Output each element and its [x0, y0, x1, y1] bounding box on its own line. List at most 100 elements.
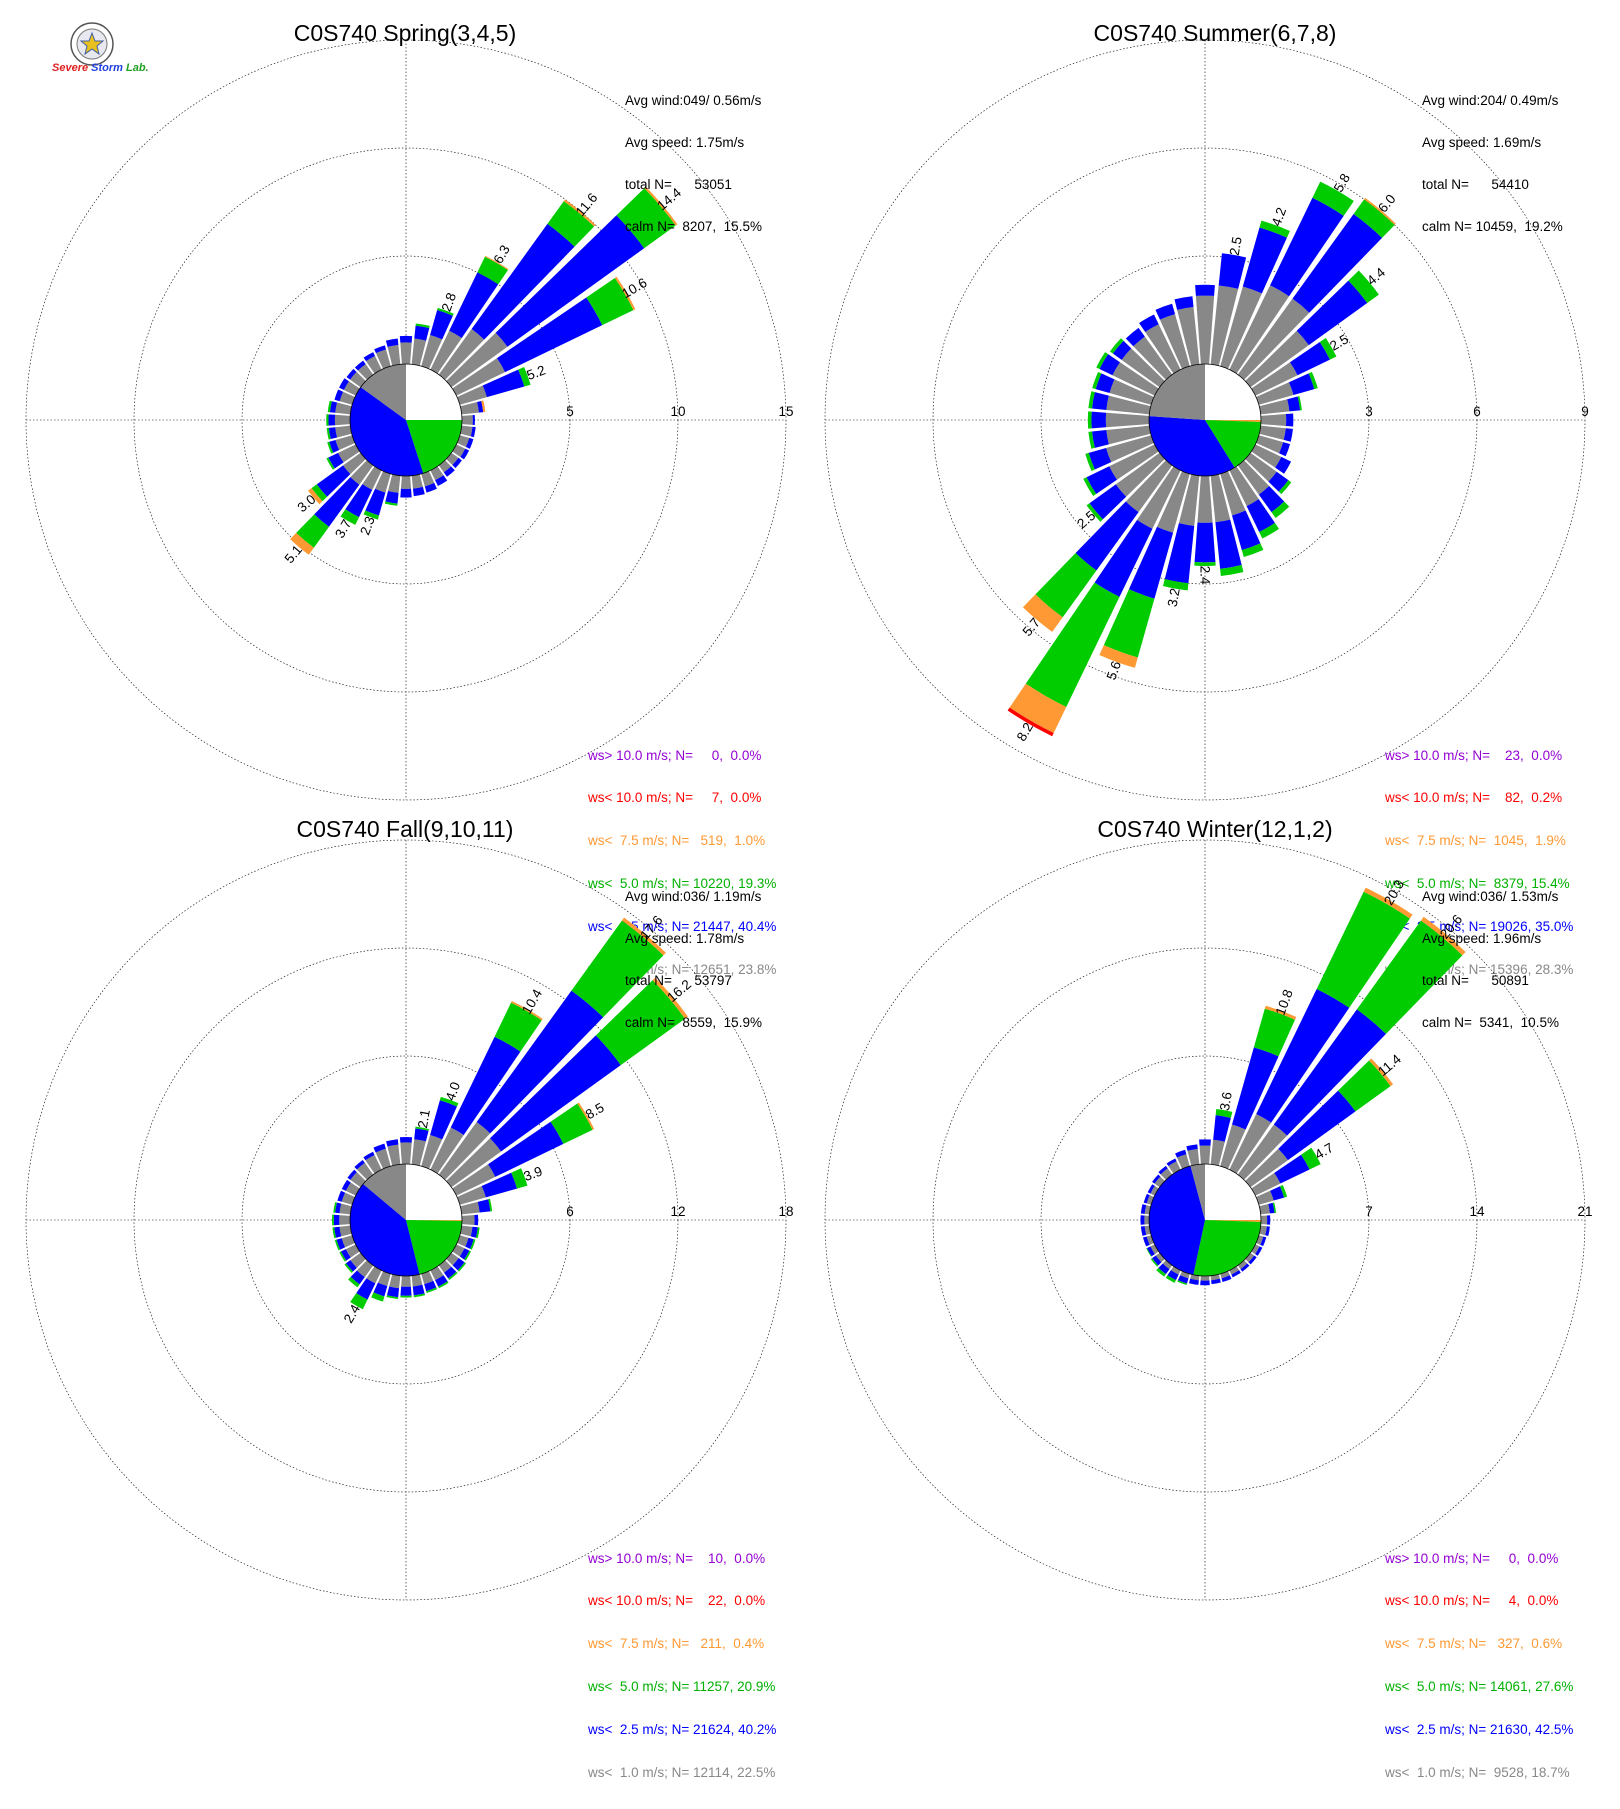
- bar-segment-blue: [328, 452, 344, 469]
- panel-spring: 2.8 6.3 11.6 14.4 10.6 5.2 2.3 3.7 5.1 3.0 5 10 15 C…: [0, 0, 810, 977]
- bar-segment-blue: [1221, 1275, 1232, 1283]
- bar-segment-green: [464, 1250, 471, 1261]
- bar-segment-gray: [1251, 1172, 1281, 1196]
- bar-segment-orange: [290, 532, 314, 555]
- bar-segment-gray: [1154, 1176, 1165, 1188]
- bar-segment-gray: [1162, 1260, 1173, 1270]
- bar-segment-gray: [1251, 444, 1282, 468]
- calm-circle: [1148, 363, 1262, 477]
- bar-segment-green: [1150, 1258, 1159, 1267]
- spoke-80: [1259, 396, 1302, 415]
- spoke-160: [421, 471, 437, 493]
- total-n: total N= 53797: [625, 973, 732, 988]
- bar-segment-orange: [1099, 645, 1138, 668]
- bar-segment-green: [1316, 891, 1410, 1008]
- bar-segment-blue: [350, 1270, 365, 1285]
- bar-segment-green: [311, 484, 328, 502]
- spoke-50: [446, 977, 688, 1188]
- spoke-40: [1237, 197, 1396, 380]
- bar-segment-blue: [1089, 484, 1127, 520]
- bar-segment-gray: [446, 1138, 502, 1188]
- bar-segment-gray: [421, 334, 443, 369]
- bar-segment-gray: [339, 1215, 351, 1225]
- ring-1: [1040, 1055, 1370, 1385]
- bar-segment-green: [571, 920, 664, 1018]
- bar-segment-blue: [400, 488, 412, 498]
- panel-summer: 2.5 4.2 5.8 6.0 4.4 2.5 2.4 3.2 5.6 8.2 5.7 2.5 3 6 9 …: [810, 0, 1620, 977]
- bar-segment-blue: [374, 345, 387, 354]
- spoke-290: [1143, 1193, 1154, 1205]
- logo-text: Severe Storm Lab.: [52, 62, 149, 74]
- bar-segment-blue: [412, 1284, 425, 1296]
- bar-segment-green: [477, 256, 508, 285]
- spoke-10: [1210, 253, 1247, 366]
- bar-segment-blue: [346, 368, 357, 380]
- bar-segment-blue: [1255, 1246, 1263, 1256]
- bar-segment-blue: [1246, 499, 1275, 532]
- bar-segment-blue: [1270, 197, 1344, 297]
- spoke-150: [1229, 1266, 1241, 1278]
- bar-segment-blue: [465, 437, 474, 449]
- bar-segment-gray: [457, 435, 470, 447]
- bar-segment-blue: [1288, 373, 1315, 395]
- spoke-30: [430, 1001, 543, 1174]
- bar-segment-blue: [400, 1286, 412, 1296]
- lab-logo: Severe Storm Lab.: [52, 22, 152, 84]
- bar-segment-green: [494, 1002, 542, 1052]
- bar-segment-green: [488, 1198, 493, 1212]
- bar-segment-green: [1194, 562, 1216, 567]
- bar-segment-gray: [1170, 1266, 1181, 1275]
- bar-segment-gray: [1195, 295, 1215, 365]
- spoke-60: [452, 276, 636, 396]
- bar-segment-gray: [1259, 425, 1286, 440]
- legend: ws> 10.0 m/s; N= 23, 0.0% ws< 10.0 m/s; …: [1385, 720, 1573, 1006]
- bar-segment-orange: [1369, 1058, 1394, 1087]
- bar-segment-blue: [481, 1172, 518, 1198]
- spoke-180: [400, 1275, 412, 1298]
- spoke-150: [1229, 466, 1279, 539]
- bar-segment-blue: [334, 1226, 342, 1238]
- bar-segment-gray: [1155, 1252, 1165, 1263]
- calm-pie-slice-1: [1205, 364, 1261, 420]
- bar-segment-green: [327, 441, 334, 454]
- spoke-330: [1166, 1158, 1181, 1174]
- bar-segment-gray: [1260, 414, 1287, 426]
- spoke-210: [1165, 1266, 1181, 1283]
- calm-pie-slice-1: [406, 1164, 462, 1220]
- ring-1: [241, 255, 571, 585]
- bar-segment-gray: [343, 381, 360, 396]
- spoke-250: [327, 435, 355, 454]
- bar-segment-blue: [452, 1258, 465, 1271]
- bar-segment-blue: [354, 360, 366, 371]
- calm-n: calm N= 5341, 10.5%: [1422, 1015, 1559, 1030]
- bar-segment-blue: [459, 1248, 470, 1260]
- bar-segment-gray: [1237, 460, 1270, 495]
- legend-lt5: ws< 5.0 m/s; N= 14061, 27.6%: [1385, 1679, 1574, 1695]
- bar-segment-green: [1348, 270, 1379, 304]
- spoke-300: [339, 378, 360, 396]
- bar-segment-gray: [1106, 425, 1151, 445]
- spoke-label-60: 10.6: [619, 275, 649, 301]
- calm-pie-slice-4: [360, 364, 406, 420]
- spoke-270: [326, 414, 351, 426]
- bar-segment-blue: [1091, 411, 1107, 429]
- spoke-290: [1092, 371, 1154, 405]
- spoke-170: [411, 1274, 426, 1298]
- bar-segment-blue: [452, 457, 462, 469]
- bar-segment-blue: [1143, 1193, 1150, 1204]
- calm-n: calm N= 8559, 15.9%: [625, 1015, 762, 1030]
- ring-label-2: 10: [670, 404, 685, 419]
- spoke-310: [347, 1169, 366, 1188]
- bar-segment-blue: [477, 400, 484, 413]
- bar-segment-gray: [1197, 475, 1213, 523]
- bar-segment-blue: [373, 1282, 388, 1297]
- legend-lt5: ws< 5.0 m/s; N= 10220, 19.3%: [588, 876, 777, 892]
- bar-segment-gray: [389, 1274, 401, 1289]
- bar-segment-gray: [1245, 330, 1309, 388]
- spoke-140: [1237, 1260, 1250, 1272]
- spoke-80: [460, 400, 486, 415]
- avg-wind: Avg wind:036/ 1.19m/s: [625, 889, 762, 904]
- bar-segment-green: [1103, 589, 1155, 658]
- bar-segment-gray: [457, 1235, 469, 1247]
- ring-2: [932, 147, 1478, 693]
